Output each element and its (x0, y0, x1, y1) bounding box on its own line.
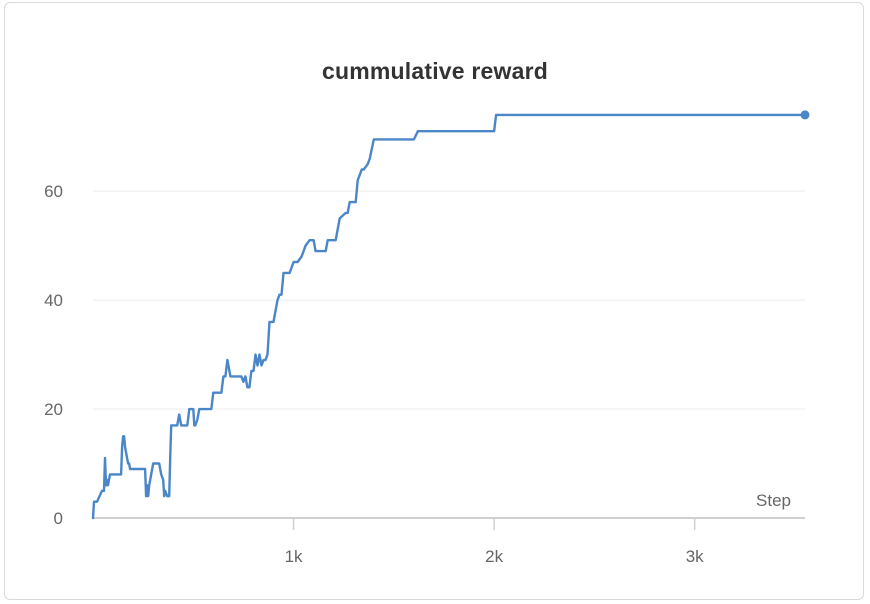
grid-lines (93, 190, 805, 410)
y-tick-label: 20 (44, 400, 63, 419)
y-axis: 0 20 40 60 (44, 182, 63, 528)
series-end-point (800, 110, 810, 120)
x-tick-label: 3k (686, 547, 704, 566)
chart-title: cummulative reward (321, 58, 549, 84)
series-line-0 (91, 113, 807, 520)
x-tick-label: 2k (485, 547, 503, 566)
x-tick-label: 1k (285, 547, 303, 566)
x-axis-label: Step (756, 491, 791, 510)
y-tick-label: 60 (44, 182, 63, 201)
chart-panel (4, 2, 864, 600)
x-axis: 1k 2k 3k (93, 517, 805, 566)
y-tick-label: 40 (44, 291, 63, 310)
y-tick-label: 0 (54, 509, 63, 528)
series-group (91, 110, 810, 520)
